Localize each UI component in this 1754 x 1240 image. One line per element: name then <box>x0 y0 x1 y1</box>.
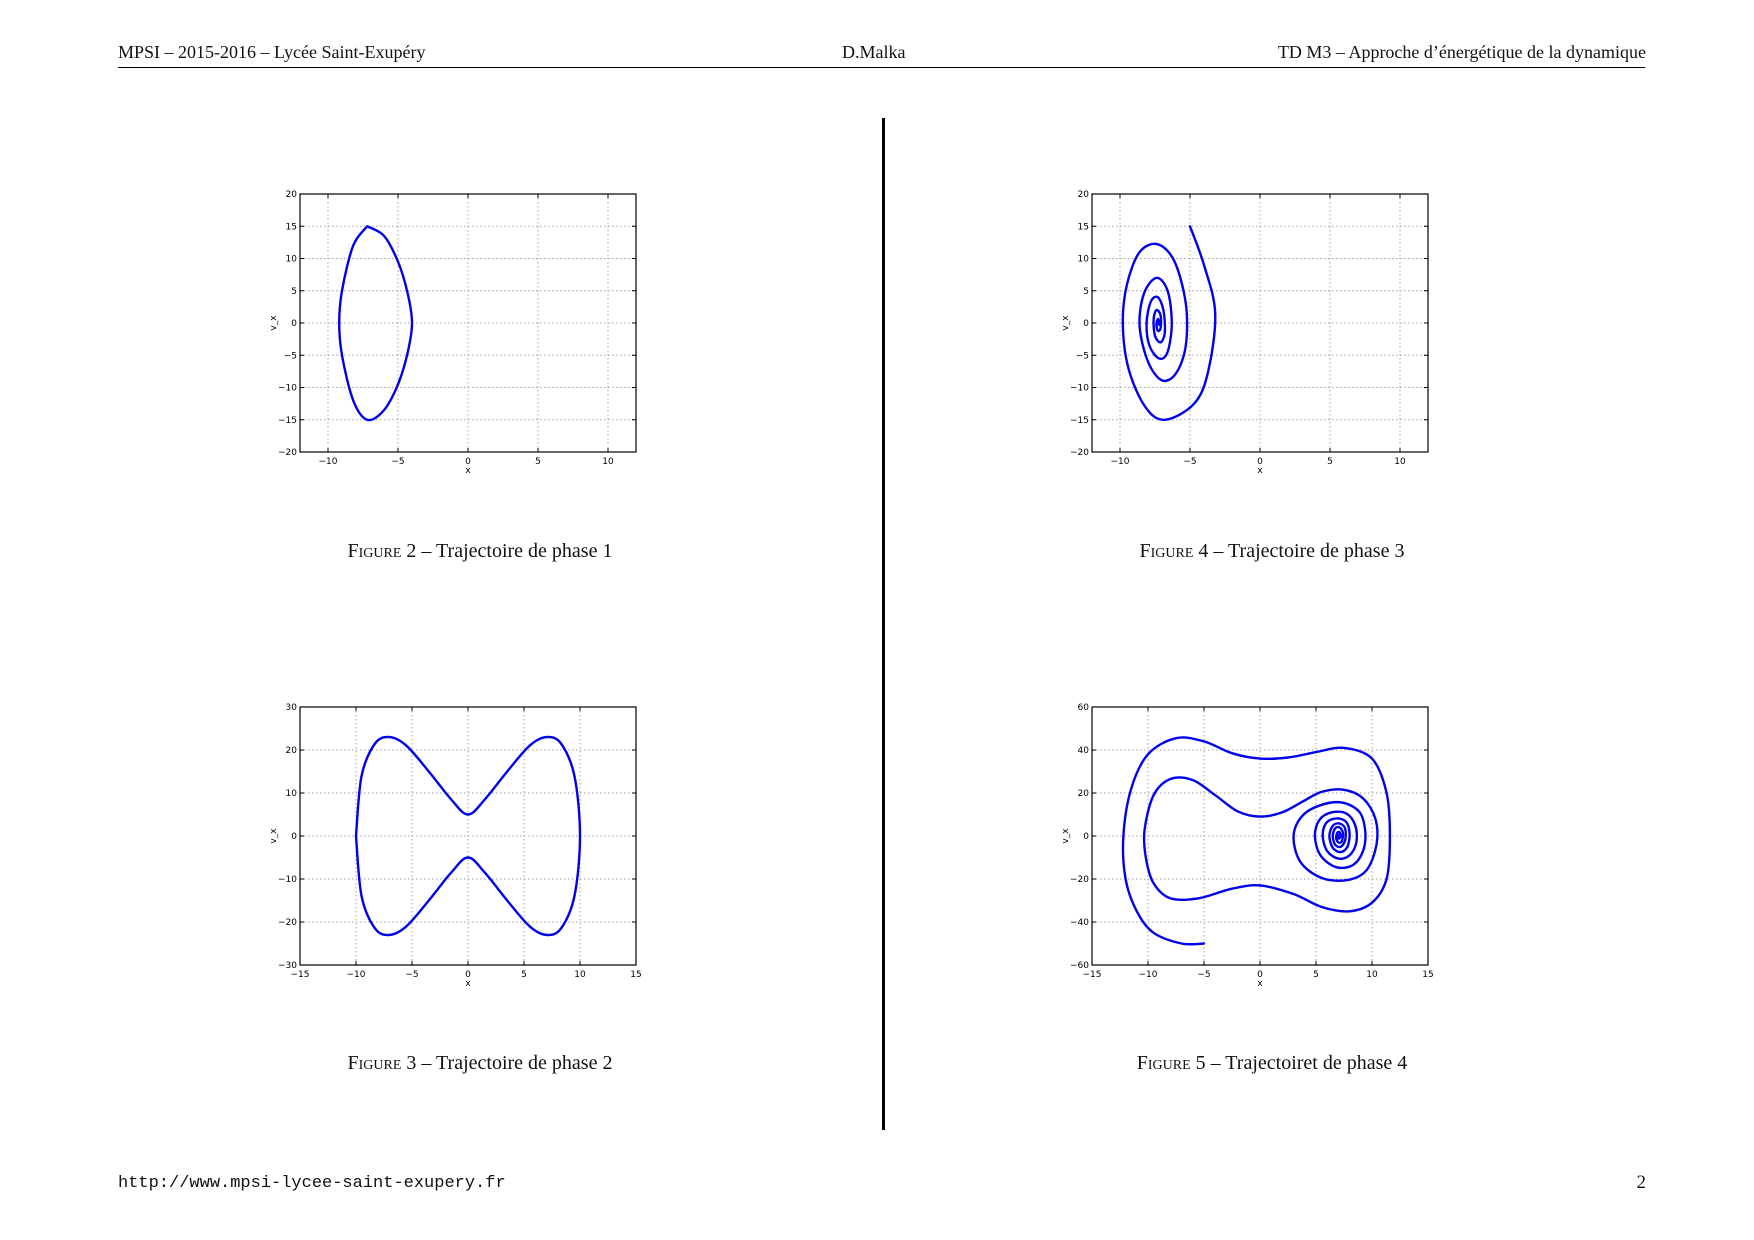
x-tick-label: −5 <box>1183 457 1196 467</box>
x-tick-label: −15 <box>1083 970 1102 980</box>
y-tick-label: −10 <box>278 384 297 394</box>
figure-5-caption-label: Figure 5 <box>1136 1052 1206 1074</box>
y-axis-label: v_x <box>269 315 279 331</box>
x-tick-label: −5 <box>1197 970 1210 980</box>
y-tick-label: −10 <box>278 875 297 885</box>
x-tick-label: 5 <box>1327 457 1333 467</box>
figure-3-chart: −15 −10 −5 0 5 10 15 −30 −20 −10 0 10 20 30 x v_x <box>260 697 690 1027</box>
x-tick-label: 0 <box>465 970 471 980</box>
x-tick-label: 5 <box>535 457 541 467</box>
y-tick-label: 5 <box>1083 287 1089 297</box>
y-tick-label: 40 <box>1078 746 1090 756</box>
y-tick-label: 30 <box>286 703 298 713</box>
y-tick-label: −15 <box>278 416 297 426</box>
x-axis-label: x <box>465 979 471 989</box>
y-tick-label: 15 <box>286 222 297 232</box>
x-tick-label: 0 <box>1257 970 1263 980</box>
x-tick-label: −15 <box>291 970 310 980</box>
y-tick-label: −5 <box>1076 351 1089 361</box>
y-tick-label: 0 <box>1083 319 1089 329</box>
y-tick-label: −60 <box>1070 961 1089 971</box>
y-tick-label: 5 <box>291 287 297 297</box>
figure-4-caption-text: – Trajectoire de phase 3 <box>1213 540 1405 562</box>
phase-plot-svg: −10 −5 0 5 10 −20 −15 −10 −5 0 5 10 15 20 x v_x <box>269 190 637 476</box>
phase-trajectory-line <box>354 735 582 937</box>
y-tick-label: 20 <box>286 190 298 200</box>
figure-2-caption-text: – Trajectoire de phase 1 <box>421 540 613 562</box>
x-axis-label: x <box>1257 979 1263 989</box>
y-tick-label: −20 <box>278 448 297 458</box>
y-tick-label: −40 <box>1070 918 1089 928</box>
y-tick-label: −10 <box>1070 384 1089 394</box>
y-tick-label: 10 <box>286 789 298 799</box>
y-axis-label: v_x <box>1061 315 1071 331</box>
x-tick-label: −10 <box>319 457 338 467</box>
y-tick-label: 20 <box>1078 789 1090 799</box>
phase-plot-svg: −15 −10 −5 0 5 10 15 −60 −40 −20 0 20 40 60 x v_x <box>1061 703 1434 989</box>
figure-3-caption-text: – Trajectoire de phase 2 <box>421 1052 613 1074</box>
phase-plot-svg: −15 −10 −5 0 5 10 15 −30 −20 −10 0 10 20 30 x v_x <box>269 703 642 989</box>
figure-5-caption-text: – Trajectoiret de phase 4 <box>1210 1052 1408 1074</box>
page-number: 2 <box>1636 1172 1647 1193</box>
figure-4-caption: Figure 4 – Trajectoire de phase 3 <box>1092 540 1452 563</box>
x-axis-label: x <box>465 466 471 476</box>
x-tick-label: 5 <box>1313 970 1319 980</box>
y-tick-label: 60 <box>1078 703 1090 713</box>
header-title: TD M3 – Approche d’énergétique de la dyn… <box>1277 42 1646 62</box>
y-tick-label: −20 <box>1070 875 1089 885</box>
header-author: D.Malka <box>842 42 906 62</box>
x-tick-label: −5 <box>391 457 404 467</box>
x-axis-label: x <box>1257 466 1263 476</box>
figure-3-caption-label: Figure 3 <box>347 1052 417 1074</box>
y-axis-label: v_x <box>1061 828 1071 844</box>
footer-url-link[interactable]: http://www.mpsi-lycee-saint-exupery.fr <box>118 1174 506 1193</box>
x-tick-label: 0 <box>1257 457 1263 467</box>
y-tick-label: 20 <box>1078 190 1090 200</box>
phase-plot-svg: −10 −5 0 5 10 −20 −15 −10 −5 0 5 10 15 20 x v_x <box>1061 190 1429 476</box>
x-tick-label: 15 <box>630 970 641 980</box>
figure-4-caption-label: Figure 4 <box>1139 540 1209 562</box>
figure-5-caption: Figure 5 – Trajectoiret de phase 4 <box>1092 1052 1452 1075</box>
x-tick-label: 10 <box>1394 457 1406 467</box>
phase-trajectory-line <box>338 225 414 422</box>
figure-2-chart: −10 −5 0 5 10 −20 −15 −10 −5 0 5 10 15 20 x v_x <box>260 184 690 514</box>
y-tick-label: −20 <box>278 918 297 928</box>
x-tick-label: −10 <box>1139 970 1158 980</box>
x-tick-label: −10 <box>347 970 366 980</box>
y-tick-label: 10 <box>286 255 298 265</box>
y-tick-label: −5 <box>284 351 297 361</box>
header-left: MPSI – 2015-2016 – Lycée Saint-Exupéry <box>118 42 426 62</box>
figure-5-chart: −15 −10 −5 0 5 10 15 −60 −40 −20 0 20 40 60 x v_x <box>1052 697 1482 1027</box>
y-tick-label: 20 <box>286 746 298 756</box>
y-tick-label: −15 <box>1070 416 1089 426</box>
y-tick-label: 0 <box>1083 832 1089 842</box>
y-tick-label: 0 <box>291 319 297 329</box>
x-tick-label: 10 <box>574 970 586 980</box>
y-tick-label: −20 <box>1070 448 1089 458</box>
x-tick-label: 10 <box>602 457 614 467</box>
x-tick-label: 5 <box>521 970 527 980</box>
y-tick-label: −30 <box>278 961 297 971</box>
x-tick-label: 10 <box>1366 970 1378 980</box>
x-tick-label: −10 <box>1111 457 1130 467</box>
figure-3-caption: Figure 3 – Trajectoire de phase 2 <box>300 1052 660 1075</box>
x-tick-label: −5 <box>405 970 418 980</box>
y-tick-label: 0 <box>291 832 297 842</box>
y-axis-label: v_x <box>269 828 279 844</box>
column-separator <box>882 118 885 1130</box>
y-tick-label: 15 <box>1078 222 1089 232</box>
header-rule <box>118 67 1645 68</box>
figure-2-caption: Figure 2 – Trajectoire de phase 1 <box>300 540 660 563</box>
figure-2-caption-label: Figure 2 <box>347 540 417 562</box>
phase-trajectory-line <box>1121 736 1392 946</box>
x-tick-label: 0 <box>465 457 471 467</box>
y-tick-label: 10 <box>1078 255 1090 265</box>
phase-trajectory-line <box>1121 225 1217 422</box>
figure-4-chart: −10 −5 0 5 10 −20 −15 −10 −5 0 5 10 15 20 x v_x <box>1052 184 1482 514</box>
x-tick-label: 15 <box>1422 970 1433 980</box>
